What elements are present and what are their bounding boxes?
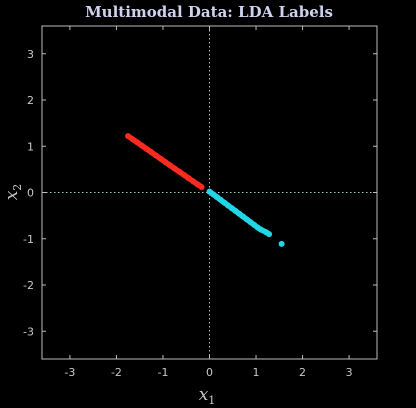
reference-lines xyxy=(42,26,377,359)
x-axis-label-main: x xyxy=(199,385,209,405)
y-tick-label: -3 xyxy=(23,325,34,338)
data-point xyxy=(198,183,205,190)
y-axis-label-subscript: 2 xyxy=(11,184,24,191)
x-tick-label: 1 xyxy=(253,366,260,379)
data-point xyxy=(129,136,136,143)
data-point xyxy=(176,168,183,175)
x-tick-label: 0 xyxy=(206,366,213,379)
x-axis-label: x1 xyxy=(199,385,216,407)
data-point xyxy=(278,240,285,247)
y-tick-label: -2 xyxy=(23,279,34,292)
x-tick-label: 3 xyxy=(346,366,353,379)
y-tick-label: 0 xyxy=(27,187,34,200)
y-tick-label: 2 xyxy=(27,94,34,107)
data-point xyxy=(152,152,159,159)
series-2 xyxy=(206,188,285,247)
y-tick-label: 1 xyxy=(27,140,34,153)
data-point xyxy=(166,162,173,169)
y-tick-label: 3 xyxy=(27,48,34,61)
data-point xyxy=(157,155,164,162)
data-point xyxy=(190,178,197,185)
data-point xyxy=(266,231,273,238)
data-point xyxy=(134,139,141,146)
data-point xyxy=(143,146,150,153)
chart-title: Multimodal Data: LDA Labels xyxy=(85,3,333,21)
data-series xyxy=(125,133,285,247)
x-tick-label: -2 xyxy=(111,366,122,379)
x-tick-label: -3 xyxy=(64,366,75,379)
data-point xyxy=(185,175,192,182)
data-point xyxy=(148,149,155,156)
data-point xyxy=(139,142,146,149)
y-axis-label-main: x xyxy=(2,190,22,200)
y-tick-label: -1 xyxy=(23,233,34,246)
data-point xyxy=(162,158,169,165)
x-axis-label-subscript: 1 xyxy=(208,394,215,407)
y-axis-label: x2 xyxy=(2,184,24,201)
series-1 xyxy=(125,133,205,190)
x-tick-label: 2 xyxy=(299,366,306,379)
data-point xyxy=(125,133,132,140)
x-tick-label: -1 xyxy=(157,366,168,379)
data-point xyxy=(180,171,187,178)
data-point xyxy=(171,165,178,172)
data-point xyxy=(257,226,264,233)
axis-ticks: -3 -2 -1 0 1 2 3 -3 -2 -1 0 1 2 3 xyxy=(23,26,377,379)
